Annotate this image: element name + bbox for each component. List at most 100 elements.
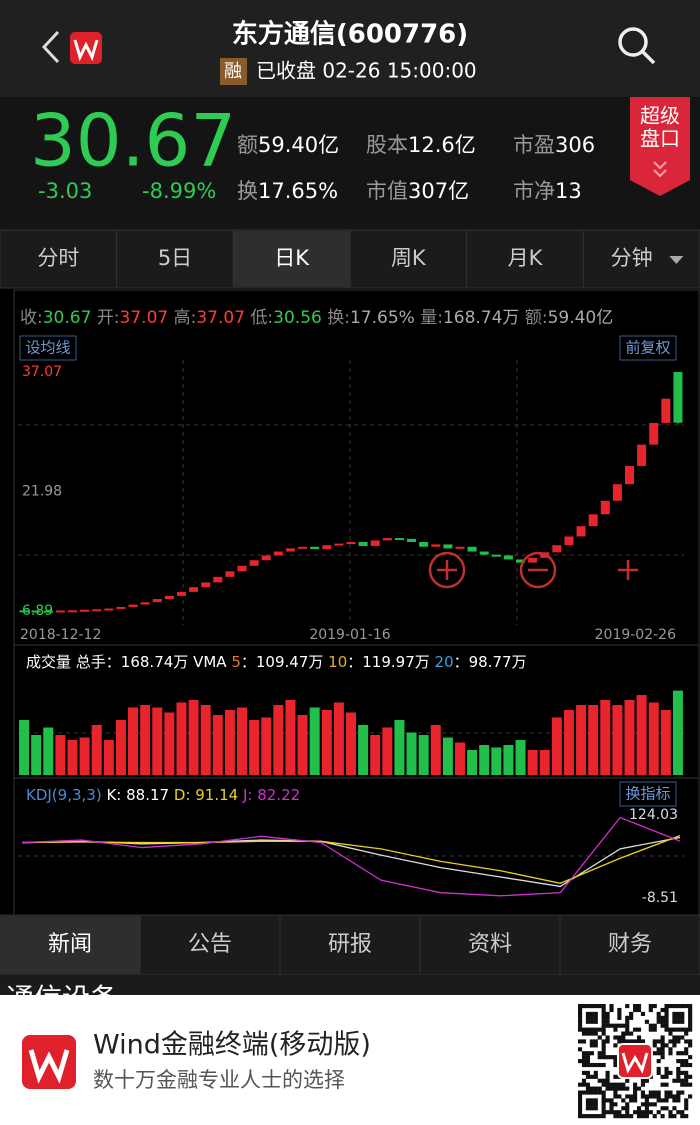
qr-cell: [664, 1007, 669, 1013]
chart-control[interactable]: [428, 551, 466, 589]
qr-cell: [625, 1110, 630, 1115]
qr-cell: [581, 1090, 587, 1095]
volume-bar: [249, 720, 260, 775]
tab[interactable]: 5日: [158, 246, 192, 270]
qr-cell: [660, 1023, 665, 1028]
stat-label: 额: [237, 133, 258, 157]
qr-cell: [601, 1114, 606, 1119]
qr-cell: [585, 1019, 590, 1024]
qr-cell: [684, 1031, 689, 1036]
qr-cell: [676, 1090, 681, 1095]
volume-bar: [43, 727, 54, 775]
candle-body: [80, 609, 90, 612]
chart-control[interactable]: [519, 551, 557, 589]
qr-cell: [644, 1094, 649, 1099]
qr-cell: [684, 1098, 689, 1103]
qr-cell: [605, 1070, 610, 1075]
qr-cell: [601, 1094, 606, 1099]
footer-logo-mark: [28, 1049, 70, 1084]
tab[interactable]: 周K: [391, 246, 427, 270]
chart-control[interactable]: [618, 560, 638, 580]
volume-bar: [19, 720, 30, 775]
qr-cell: [688, 1039, 693, 1044]
tab-active-bg: [233, 231, 350, 287]
news-tab[interactable]: 资料: [468, 932, 512, 957]
candle-body: [201, 582, 211, 588]
candle-body: [394, 538, 404, 541]
qr-cell: [672, 1106, 677, 1111]
tab[interactable]: 月K: [508, 246, 544, 270]
qr-cell: [660, 1074, 665, 1079]
vma-value: ：98.77万: [454, 653, 527, 671]
qr-cell: [601, 1039, 606, 1044]
qr-cell: [617, 1082, 622, 1087]
qr-cell: [597, 1004, 602, 1009]
candle-body: [419, 542, 429, 547]
stat-value: 59.40亿: [258, 133, 339, 157]
qr-cell: [613, 1102, 618, 1107]
volume-bar: [67, 740, 78, 775]
qr-cell: [597, 1114, 602, 1119]
tab[interactable]: 分钟: [611, 246, 653, 270]
qr-cell: [578, 1090, 583, 1095]
qr-cell: [585, 1011, 590, 1016]
kdj-item: J: 82.22: [242, 786, 300, 804]
button-frame: [619, 781, 677, 807]
qr-cell: [672, 1019, 677, 1024]
qr-cell: [581, 1055, 587, 1060]
qr-cell: [664, 1011, 669, 1016]
volume-bar: [503, 745, 514, 775]
qr-cell: [656, 1066, 661, 1072]
kdj-item: D: 91.14: [174, 786, 238, 804]
qr-cell: [585, 1082, 590, 1087]
candle-body: [19, 610, 29, 613]
qr-cell: [629, 1011, 634, 1016]
qr-cell: [636, 1035, 642, 1040]
qr-cell: [636, 1007, 642, 1013]
candle-body: [673, 372, 683, 423]
search-button[interactable]: [618, 27, 656, 65]
qr-cell: [597, 1090, 602, 1095]
qr-cell: [676, 1035, 681, 1040]
tab[interactable]: 分时: [37, 246, 79, 270]
qr-cell: [605, 1039, 610, 1044]
volume-bar: [539, 750, 550, 775]
qr-cell: [688, 1043, 693, 1048]
qr-cell: [609, 1102, 614, 1107]
candle-body: [322, 545, 332, 550]
qr-cell: [636, 1086, 642, 1091]
qr-cell: [633, 1090, 638, 1095]
qr-cell: [578, 1110, 583, 1115]
qr-cell: [656, 1051, 661, 1056]
button[interactable]: 换指标: [625, 785, 670, 803]
sub-row-text: 通信设备: [6, 982, 118, 1015]
candle-body: [92, 609, 102, 612]
qr-cell: [609, 1055, 614, 1060]
news-tab[interactable]: 新闻: [48, 932, 92, 957]
qr-cell: [680, 1035, 685, 1040]
qr-cell: [617, 1023, 622, 1028]
super-badge[interactable]: [630, 97, 690, 196]
news-tab[interactable]: 公告: [188, 932, 232, 957]
news-tab[interactable]: 研报: [328, 932, 372, 957]
button[interactable]: 前复权: [625, 339, 670, 357]
stat-value: 13: [555, 179, 582, 203]
news-tab[interactable]: 财务: [608, 932, 652, 957]
qr-cell: [672, 1035, 677, 1040]
qr-cell: [589, 1027, 594, 1032]
qr-cell: [581, 1051, 587, 1056]
tab[interactable]: 日K: [274, 246, 310, 270]
info-value: 17.65%: [350, 308, 415, 328]
qr-cell: [593, 1090, 598, 1095]
qr-cell: [636, 1114, 642, 1119]
back-button[interactable]: [41, 30, 60, 64]
qr-cell: [613, 1059, 618, 1064]
qr-cell: [684, 1047, 689, 1052]
qr-cell: [625, 1078, 630, 1083]
qr-cell: [688, 1004, 693, 1009]
kdj-legend: KDJ(9,3,3) K: 88.17 D: 91.14 J: 82.22: [26, 786, 300, 804]
qr-cell: [613, 1027, 618, 1032]
qr-cell: [648, 1004, 653, 1009]
button[interactable]: 设均线: [25, 339, 70, 357]
volume-legend: 成交量 总手：168.74万 VMA 5：109.47万 10：119.97万 …: [26, 653, 527, 671]
